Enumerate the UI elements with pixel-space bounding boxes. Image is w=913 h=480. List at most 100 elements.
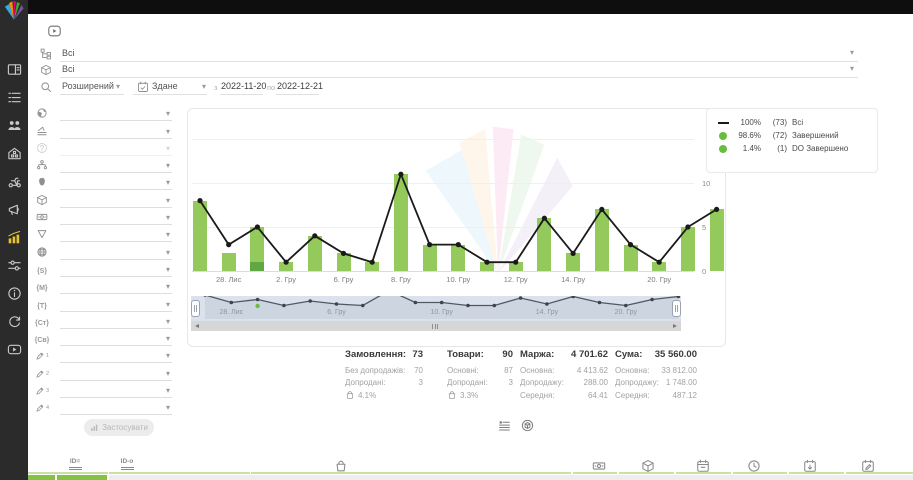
filter-select[interactable]: ▾ <box>60 262 172 277</box>
filter-select[interactable]: ▾ <box>60 158 172 174</box>
list-view-icon[interactable] <box>498 419 511 437</box>
bar-completed[interactable] <box>193 200 207 271</box>
date-to-input[interactable]: 2022-12-21 <box>277 81 324 91</box>
sidebar-item-video-tutorials[interactable] <box>0 338 28 366</box>
filter-select[interactable]: ▾ <box>60 106 172 122</box>
video-badge-icon[interactable] <box>46 24 63 43</box>
filter-select[interactable]: ▾ <box>60 383 172 399</box>
calendar-in-icon[interactable] <box>803 459 817 478</box>
bar-completed[interactable] <box>480 262 494 271</box>
x-axis-label: 20. Гру <box>647 275 672 284</box>
apply-button[interactable]: Застосувати <box>84 419 154 436</box>
bar-completed[interactable] <box>336 253 351 271</box>
filter-select[interactable]: ▾ <box>60 400 172 416</box>
bar-completed[interactable] <box>537 218 552 271</box>
filter-select[interactable]: ▾ <box>60 366 172 381</box>
sidebar-item-sync[interactable] <box>0 310 28 338</box>
sidebar-item-order-list[interactable] <box>0 86 28 114</box>
filter-select[interactable]: ▾ <box>60 227 172 243</box>
id-o-sort-icon[interactable]: ID-o <box>116 458 138 470</box>
bar-completed[interactable] <box>250 227 265 263</box>
chevron-down-icon: ▾ <box>165 178 170 188</box>
bar-completed[interactable] <box>451 244 466 271</box>
date-to-prefix: по <box>267 83 276 92</box>
navigator-handle-right[interactable] <box>672 300 681 317</box>
id-sort-icon[interactable]: ID= <box>64 458 86 470</box>
bar-completed[interactable] <box>594 209 609 271</box>
sidebar-item-panels[interactable] <box>0 58 28 86</box>
sidebar-item-warehouse[interactable] <box>0 142 28 170</box>
search-icon[interactable] <box>40 80 52 98</box>
person-icon <box>30 176 54 190</box>
basket-icon[interactable] <box>334 459 348 478</box>
filter-select[interactable]: ▾ <box>60 193 172 208</box>
chart-navigator[interactable]: 28. Лис 6. Гру 10. Гру 14. Гру 20. Гру <box>191 296 681 321</box>
category-filter-value[interactable]: Всі <box>62 48 75 58</box>
box-icon[interactable] <box>641 459 655 478</box>
bar-completed[interactable] <box>652 262 667 271</box>
legend-item[interactable]: 100% (73) Всі <box>707 116 877 129</box>
line-point[interactable] <box>226 242 232 248</box>
legend-count: (72) <box>772 131 787 140</box>
filter-select[interactable]: ▾ <box>60 279 172 295</box>
filter-row: ▾ <box>30 225 182 243</box>
stats-subrow: Середня: 487.12 <box>615 389 697 402</box>
filter-select[interactable]: ▾ <box>60 348 172 364</box>
sidebar-item-delivery[interactable] <box>0 170 28 198</box>
date-from-input[interactable]: 2022-11-20 <box>221 81 267 91</box>
bar-completed[interactable] <box>365 262 380 271</box>
sidebar-item-statistics[interactable] <box>0 226 28 254</box>
clock-icon[interactable] <box>747 459 761 478</box>
filter-select[interactable]: ▾ <box>60 331 172 347</box>
sidebar-item-settings-sliders[interactable] <box>0 254 28 282</box>
scroll-right-icon[interactable] <box>673 323 677 328</box>
bar-completed[interactable] <box>566 253 581 271</box>
legend-item[interactable]: 1.4% (1) DO Завершено <box>707 142 877 155</box>
chevron-down-icon[interactable]: ▾ <box>116 82 121 91</box>
bar-completed[interactable] <box>393 174 408 271</box>
bar-completed[interactable] <box>307 235 322 271</box>
bar-completed[interactable] <box>680 227 695 271</box>
filter-select[interactable]: ▾ <box>60 314 172 329</box>
bar-completed[interactable] <box>508 262 523 271</box>
app-logo-icon[interactable] <box>3 0 25 26</box>
table-header-bar: ID= ID-o <box>28 457 913 480</box>
filter-select[interactable]: ▾ <box>60 297 172 312</box>
bar-completed[interactable] <box>422 244 437 271</box>
bar-completed[interactable] <box>623 244 638 271</box>
filter-select[interactable]: ▾ <box>60 141 172 156</box>
navigator-handle-left[interactable] <box>191 300 200 317</box>
scroll-grip[interactable] <box>432 323 438 329</box>
bar-segment-do[interactable] <box>250 262 265 271</box>
legend-item[interactable]: 98.6% (72) Завершений <box>707 129 877 142</box>
search-mode-select[interactable]: Розширений <box>62 81 114 91</box>
chevron-down-icon[interactable]: ▾ <box>850 48 855 57</box>
bar-completed[interactable] <box>221 253 236 271</box>
chevron-down-icon: ▾ <box>165 403 170 413</box>
bar-completed[interactable] <box>279 262 294 271</box>
navigator-do-point <box>255 303 260 309</box>
sidebar-menu <box>0 58 28 366</box>
filter-select[interactable]: ▾ <box>60 245 172 260</box>
calendar-date-icon[interactable] <box>696 459 710 478</box>
legend-label: DO Завершено <box>792 144 849 153</box>
calendar-edit-icon[interactable] <box>861 459 875 478</box>
filter-select[interactable]: ▾ <box>60 124 172 139</box>
column-underline <box>789 472 844 474</box>
date-field-select[interactable]: Здане <box>152 81 178 91</box>
column-underline <box>109 472 250 474</box>
bar-completed[interactable] <box>709 209 724 271</box>
filter-select[interactable]: ▾ <box>60 210 172 226</box>
banknote-icon[interactable] <box>592 459 606 478</box>
scroll-left-icon[interactable] <box>195 323 199 328</box>
chevron-down-icon[interactable]: ▾ <box>850 64 855 73</box>
cube-view-icon[interactable] <box>521 419 534 437</box>
sidebar-item-info[interactable] <box>0 282 28 310</box>
chevron-down-icon[interactable]: ▾ <box>202 82 207 91</box>
sidebar-item-marketing[interactable] <box>0 198 28 226</box>
filter-select[interactable]: ▾ <box>60 175 172 191</box>
navigator-scrollbar[interactable] <box>191 321 681 331</box>
stats-column: Маржа: 4 701.62 Основна: 4 413.62 Допродажу:… <box>520 349 608 402</box>
product-filter-value[interactable]: Всі <box>62 64 75 74</box>
sidebar-item-clients[interactable] <box>0 114 28 142</box>
